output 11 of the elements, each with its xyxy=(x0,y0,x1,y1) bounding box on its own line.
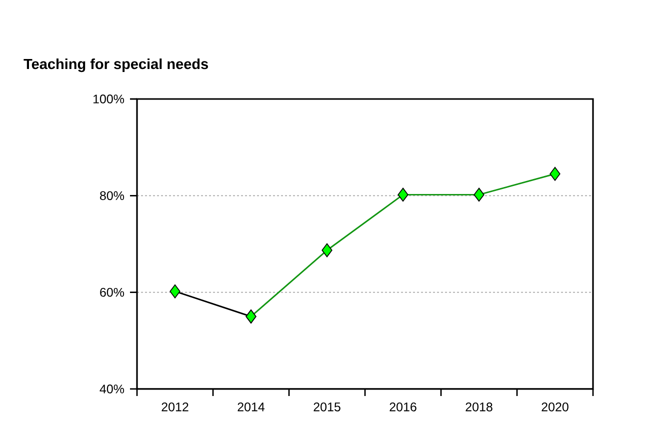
x-tick-label: 2015 xyxy=(314,402,340,412)
x-tick-label: 2014 xyxy=(238,402,265,412)
chart-title: Teaching for special needs xyxy=(24,58,208,72)
y-tick-label: 80% xyxy=(100,191,124,200)
y-tick-label: 60% xyxy=(100,288,124,297)
x-tick-label: 2016 xyxy=(390,402,416,412)
y-tick-label: 40% xyxy=(100,384,124,394)
x-tick-label: 2018 xyxy=(466,402,492,412)
y-tick-label: 100% xyxy=(93,94,124,104)
x-tick-label: 2012 xyxy=(162,402,188,412)
x-tick-label: 2020 xyxy=(542,402,568,412)
